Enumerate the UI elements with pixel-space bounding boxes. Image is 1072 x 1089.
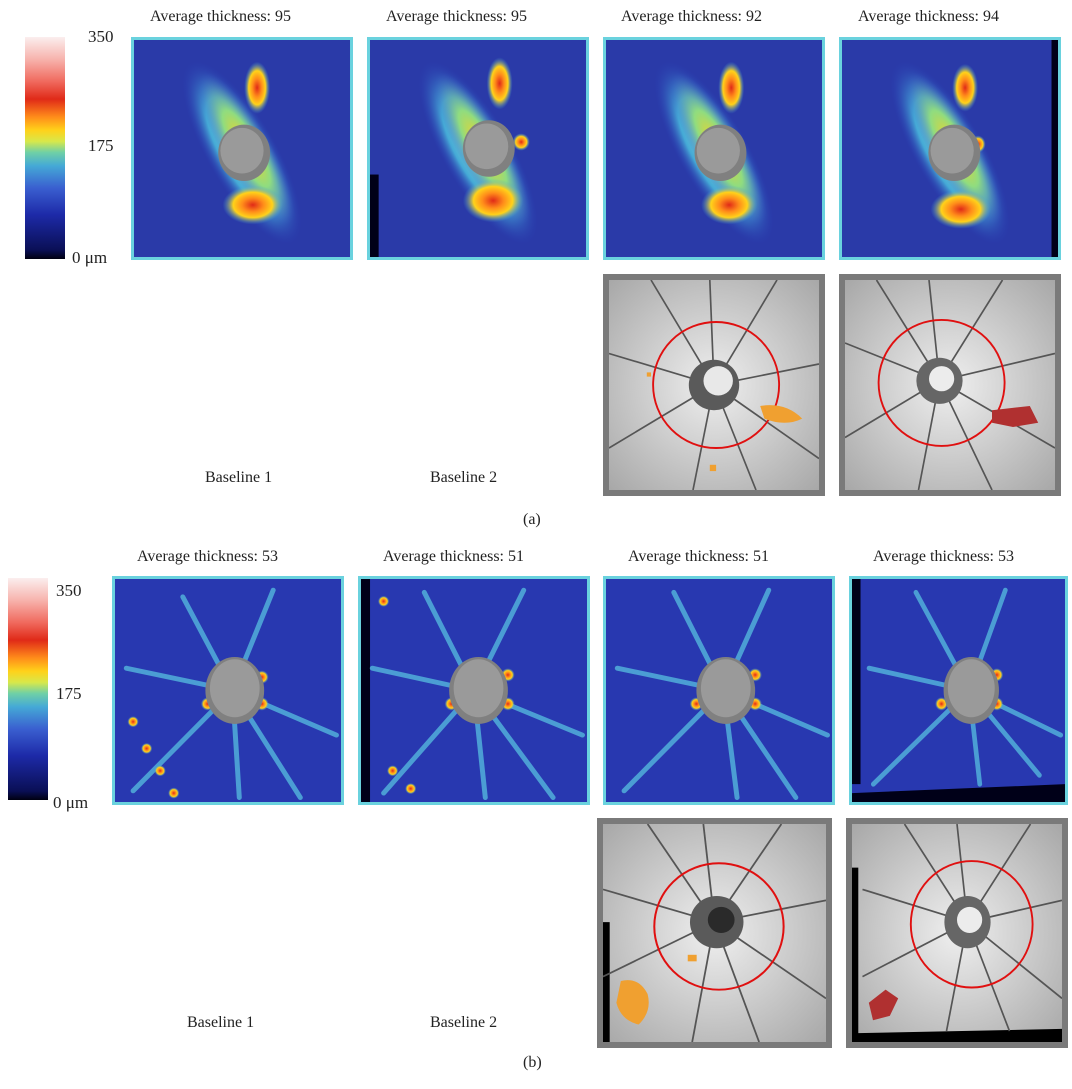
thickness-map — [849, 576, 1068, 805]
thickness-map — [367, 37, 589, 260]
map-title: Average thickness: 95 — [386, 8, 527, 25]
panel-label: (b) — [523, 1054, 542, 1071]
thickness-map — [839, 37, 1061, 260]
colorbar-min-label: 0 μm — [53, 793, 89, 812]
colorbar-min-label: 0 μm — [72, 248, 108, 267]
fundus-image — [597, 818, 832, 1048]
map-title: Average thickness: 51 — [628, 548, 769, 565]
panel-label: (a) — [523, 511, 541, 528]
colorbar-mid-label: 175 — [88, 136, 114, 155]
map-title: Average thickness: 51 — [383, 548, 524, 565]
colorbar-a — [25, 37, 65, 259]
colorbar-b — [8, 578, 48, 800]
baseline-label: Baseline 2 — [430, 1014, 498, 1031]
map-title: Average thickness: 92 — [621, 8, 762, 25]
fundus-image — [603, 274, 825, 496]
thickness-map — [131, 37, 353, 260]
thickness-map — [112, 576, 344, 805]
map-title: Average thickness: 95 — [150, 8, 291, 25]
colorbar-max-label: 350 — [88, 27, 114, 46]
fundus-image — [839, 274, 1061, 496]
thickness-map — [603, 576, 835, 805]
map-title: Average thickness: 53 — [873, 548, 1014, 565]
map-title: Average thickness: 53 — [137, 548, 278, 565]
baseline-label: Baseline 1 — [187, 1014, 255, 1031]
baseline-label: Baseline 1 — [205, 469, 273, 486]
thickness-map — [358, 576, 590, 805]
colorbar-mid-label: 175 — [56, 684, 82, 703]
thickness-map — [603, 37, 825, 260]
map-title: Average thickness: 94 — [858, 8, 999, 25]
baseline-label: Baseline 2 — [430, 469, 498, 486]
fundus-image — [846, 818, 1068, 1048]
colorbar-max-label: 350 — [56, 581, 82, 600]
